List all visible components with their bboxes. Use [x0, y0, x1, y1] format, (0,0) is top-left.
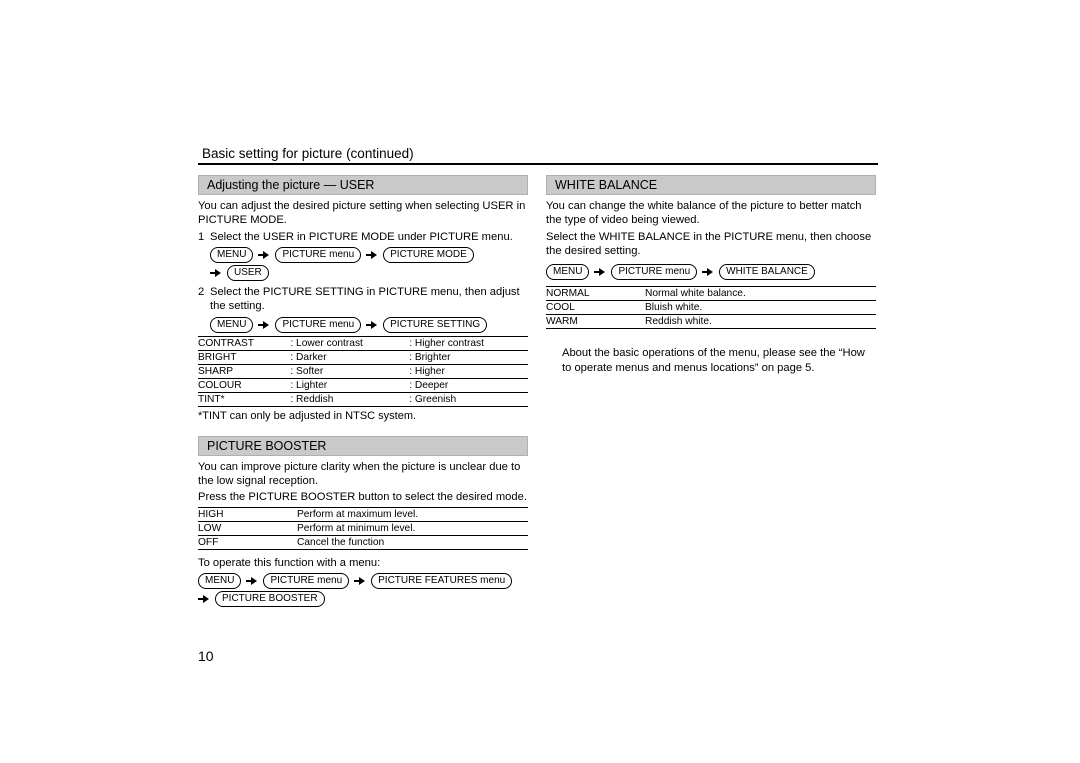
arrow-icon — [198, 595, 210, 603]
table-row: OFFCancel the function — [198, 535, 528, 549]
cell: Perform at minimum level. — [297, 521, 528, 535]
pill-white-balance: WHITE BALANCE — [719, 264, 815, 280]
table-row: SHARP: Softer: Higher — [198, 364, 528, 378]
pill-picture-menu: PICTURE menu — [275, 247, 361, 263]
pill-menu: MENU — [210, 247, 253, 263]
cell: : Brighter — [409, 350, 528, 364]
arrow-icon — [702, 268, 714, 276]
pill-picture-mode: PICTURE MODE — [383, 247, 474, 263]
table-row: CONTRAST: Lower contrast: Higher contras… — [198, 336, 528, 350]
cell: : Deeper — [409, 378, 528, 392]
cell: : Darker — [290, 350, 409, 364]
table-row: HIGHPerform at maximum level. — [198, 507, 528, 521]
pill-picture-menu: PICTURE menu — [275, 317, 361, 333]
cell: : Higher — [409, 364, 528, 378]
page-title: Basic setting for picture (continued) — [202, 146, 878, 161]
wb-intro1: You can change the white balance of the … — [546, 199, 876, 228]
cell: Reddish white. — [645, 315, 876, 329]
gap — [546, 332, 876, 346]
cell: Cancel the function — [297, 535, 528, 549]
arrow-icon — [366, 321, 378, 329]
arrow-icon — [354, 577, 366, 585]
cell: CONTRAST — [198, 336, 290, 350]
nav-path-1-line2: USER — [210, 265, 528, 281]
pill-picture-menu: PICTURE menu — [263, 573, 349, 589]
booster-operate-text: To operate this function with a menu: — [198, 556, 528, 570]
arrow-icon — [594, 268, 606, 276]
arrow-icon — [258, 321, 270, 329]
cell: : Lower contrast — [290, 336, 409, 350]
columns: Adjusting the picture — USER You can adj… — [198, 175, 878, 611]
step-2-number: 2 — [198, 285, 210, 314]
step-2: 2 Select the PICTURE SETTING in PICTURE … — [198, 285, 528, 314]
right-column: WHITE BALANCE You can change the white b… — [546, 175, 876, 611]
table-row: COOLBluish white. — [546, 301, 876, 315]
table-row: TINT*: Reddish: Greenish — [198, 392, 528, 406]
section-header-booster: PICTURE BOOSTER — [198, 436, 528, 456]
cell: : Greenish — [409, 392, 528, 406]
content-area: Basic setting for picture (continued) Ad… — [198, 146, 878, 611]
title-rule — [198, 163, 878, 165]
table-row: BRIGHT: Darker: Brighter — [198, 350, 528, 364]
cell: WARM — [546, 315, 645, 329]
nav-path-booster-line2: PICTURE BOOSTER — [198, 591, 528, 607]
nav-path-wb: MENU PICTURE menu WHITE BALANCE — [546, 264, 876, 280]
arrow-icon — [366, 251, 378, 259]
arrow-icon — [210, 269, 222, 277]
cell: LOW — [198, 521, 297, 535]
cell: : Lighter — [290, 378, 409, 392]
cell: NORMAL — [546, 287, 645, 301]
cell: Perform at maximum level. — [297, 507, 528, 521]
step-2-text: Select the PICTURE SETTING in PICTURE me… — [210, 285, 528, 314]
table-row: COLOUR: Lighter: Deeper — [198, 378, 528, 392]
arrow-icon — [258, 251, 270, 259]
tint-footnote: *TINT can only be adjusted in NTSC syste… — [198, 410, 528, 422]
page-number: 10 — [198, 648, 214, 664]
nav-path-2: MENU PICTURE menu PICTURE SETTING — [210, 317, 528, 333]
step-1-number: 1 — [198, 230, 210, 244]
cell: Bluish white. — [645, 301, 876, 315]
adjusting-intro: You can adjust the desired picture setti… — [198, 199, 528, 228]
white-balance-table: NORMALNormal white balance. COOLBluish w… — [546, 286, 876, 329]
pill-menu: MENU — [198, 573, 241, 589]
wb-intro2: Select the WHITE BALANCE in the PICTURE … — [546, 230, 876, 259]
cell: HIGH — [198, 507, 297, 521]
cell: BRIGHT — [198, 350, 290, 364]
arrow-icon — [246, 577, 258, 585]
section-header-adjusting: Adjusting the picture — USER — [198, 175, 528, 195]
cell: Normal white balance. — [645, 287, 876, 301]
wb-note: About the basic operations of the menu, … — [546, 346, 876, 375]
pill-picture-booster: PICTURE BOOSTER — [215, 591, 325, 607]
pill-picture-setting: PICTURE SETTING — [383, 317, 487, 333]
cell: : Higher contrast — [409, 336, 528, 350]
step-1: 1 Select the USER in PICTURE MODE under … — [198, 230, 528, 244]
booster-intro: You can improve picture clarity when the… — [198, 460, 528, 489]
table-row: WARMReddish white. — [546, 315, 876, 329]
cell: TINT* — [198, 392, 290, 406]
cell: OFF — [198, 535, 297, 549]
table-row: LOWPerform at minimum level. — [198, 521, 528, 535]
left-column: Adjusting the picture — USER You can adj… — [198, 175, 528, 611]
section-header-white-balance: WHITE BALANCE — [546, 175, 876, 195]
nav-path-1-line1: MENU PICTURE menu PICTURE MODE — [210, 247, 528, 263]
nav-path-booster-line1: MENU PICTURE menu PICTURE FEATURES menu — [198, 573, 528, 589]
cell: SHARP — [198, 364, 290, 378]
cell: : Softer — [290, 364, 409, 378]
cell: COOL — [546, 301, 645, 315]
step-1-text: Select the USER in PICTURE MODE under PI… — [210, 230, 528, 244]
pill-user: USER — [227, 265, 269, 281]
table-row: NORMALNormal white balance. — [546, 287, 876, 301]
cell: : Reddish — [290, 392, 409, 406]
booster-table: HIGHPerform at maximum level. LOWPerform… — [198, 507, 528, 550]
picture-settings-table: CONTRAST: Lower contrast: Higher contras… — [198, 336, 528, 407]
pill-picture-features: PICTURE FEATURES menu — [371, 573, 512, 589]
pill-picture-menu: PICTURE menu — [611, 264, 697, 280]
booster-instruction: Press the PICTURE BOOSTER button to sele… — [198, 490, 528, 504]
pill-menu: MENU — [210, 317, 253, 333]
pill-menu: MENU — [546, 264, 589, 280]
manual-page: Basic setting for picture (continued) Ad… — [0, 0, 1080, 763]
cell: COLOUR — [198, 378, 290, 392]
